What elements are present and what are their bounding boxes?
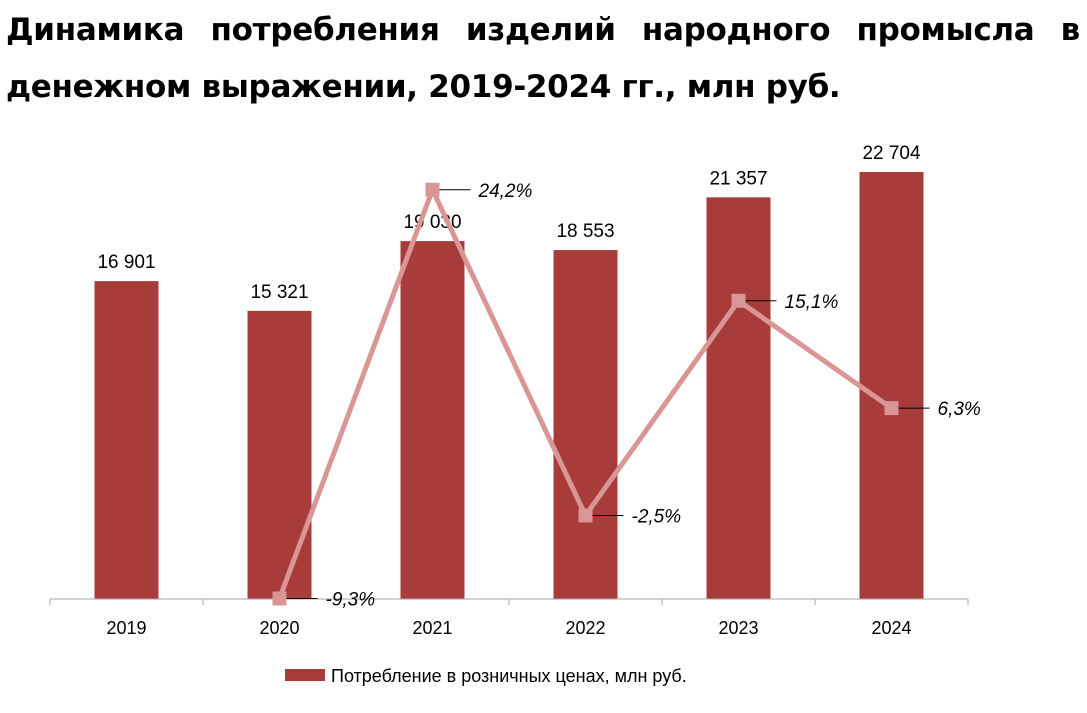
chart-title: Динамика потребления изделий народного п… xyxy=(6,12,1080,105)
bar-2019 xyxy=(94,281,159,599)
growth-marker xyxy=(884,401,899,416)
growth-label: -2,5% xyxy=(632,507,682,528)
bar-2020 xyxy=(247,310,312,599)
bar-value-label: 22 704 xyxy=(862,143,921,164)
bar-value-label: 16 901 xyxy=(97,252,155,273)
bar-2022 xyxy=(553,250,618,600)
growth-label: -9,3% xyxy=(326,589,376,610)
growth-marker xyxy=(425,182,440,197)
growth-label: 6,3% xyxy=(938,399,981,420)
x-tick-label: 2024 xyxy=(871,618,911,638)
bar-2023 xyxy=(706,197,771,599)
x-tick-label: 2023 xyxy=(718,618,758,638)
growth-label: 24,2% xyxy=(478,181,533,202)
x-tick-label: 2019 xyxy=(106,618,146,638)
x-tick-label: 2022 xyxy=(565,618,605,638)
growth-label: 15,1% xyxy=(785,292,839,313)
bar-2021 xyxy=(400,241,465,599)
growth-line-layer: -9,3% 24,2% -2,5% 15,1% 6,3% xyxy=(272,181,981,610)
x-tick-label: 2020 xyxy=(259,618,299,638)
bar-value-label: 18 553 xyxy=(556,221,614,242)
bar-value-label: 21 357 xyxy=(709,168,767,189)
legend: Потребление в розничных ценах, млн руб. xyxy=(285,666,687,686)
legend-swatch xyxy=(285,669,325,681)
legend-label: Потребление в розничных ценах, млн руб. xyxy=(331,666,687,686)
growth-marker xyxy=(272,591,287,606)
x-tick-label: 2021 xyxy=(412,618,452,638)
growth-marker xyxy=(578,508,593,523)
growth-marker xyxy=(731,293,746,308)
bar-2024 xyxy=(859,172,924,599)
x-axis: 2019 2020 2021 2022 2023 2024 xyxy=(49,598,969,638)
bar-value-label: 15 321 xyxy=(250,282,308,303)
